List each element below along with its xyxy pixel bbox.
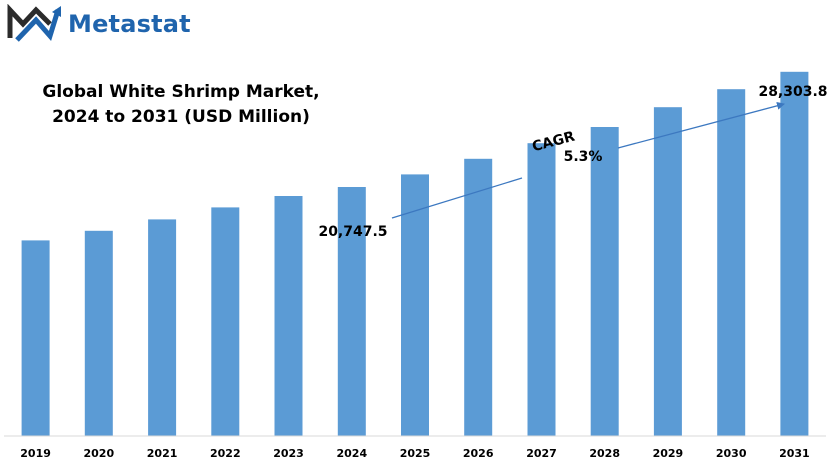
bar-2027 [527, 143, 556, 436]
x-tick-label-2030: 2030 [716, 447, 747, 460]
x-tick-label-2031: 2031 [779, 447, 810, 460]
brand-name: Metastat [68, 10, 191, 38]
bar-2023 [274, 196, 303, 436]
x-tick-label-2021: 2021 [147, 447, 178, 460]
bar-2020 [84, 230, 113, 436]
x-tick-label-2025: 2025 [400, 447, 431, 460]
chart-title: Global White Shrimp Market, 2024 to 2031… [26, 80, 336, 130]
bar-2028 [590, 127, 619, 436]
start-value-label: 20,747.5 [318, 224, 387, 240]
x-tick-label-2023: 2023 [273, 447, 304, 460]
x-tick-label-2028: 2028 [589, 447, 620, 460]
x-axis-tick-labels: 2019 2020 2021 2022 2023 2024 2025 2026 2027 2028… [20, 447, 809, 460]
bar-series [21, 71, 809, 437]
end-value-label: 28,303.8 [758, 84, 827, 100]
bar-2030 [717, 89, 746, 436]
bar-2029 [653, 107, 682, 436]
cagr-trend-line [391, 177, 523, 219]
metastat-m-logo-icon [7, 4, 61, 42]
brand-logo: Metastat [6, 4, 191, 44]
bar-2024 [337, 187, 366, 436]
x-tick-label-2026: 2026 [463, 447, 494, 460]
cagr-value: 5.3% [564, 149, 603, 165]
bar-2026 [464, 158, 493, 437]
x-tick-label-2027: 2027 [526, 447, 557, 460]
bar-2021 [148, 219, 177, 436]
x-tick-label-2022: 2022 [210, 447, 241, 460]
chart-title-line-2: 2024 to 2031 (USD Million) [52, 107, 310, 127]
bar-2019 [21, 240, 50, 436]
bar-2031 [780, 71, 809, 437]
cagr-trend-arrow [617, 101, 785, 149]
bar-2025 [401, 174, 429, 436]
bar-2022 [211, 207, 240, 436]
x-tick-label-2024: 2024 [336, 447, 367, 460]
x-tick-label-2020: 2020 [83, 447, 114, 460]
x-tick-label-2029: 2029 [653, 447, 684, 460]
chart-title-line-1: Global White Shrimp Market, [42, 82, 320, 102]
x-tick-label-2019: 2019 [20, 447, 51, 460]
